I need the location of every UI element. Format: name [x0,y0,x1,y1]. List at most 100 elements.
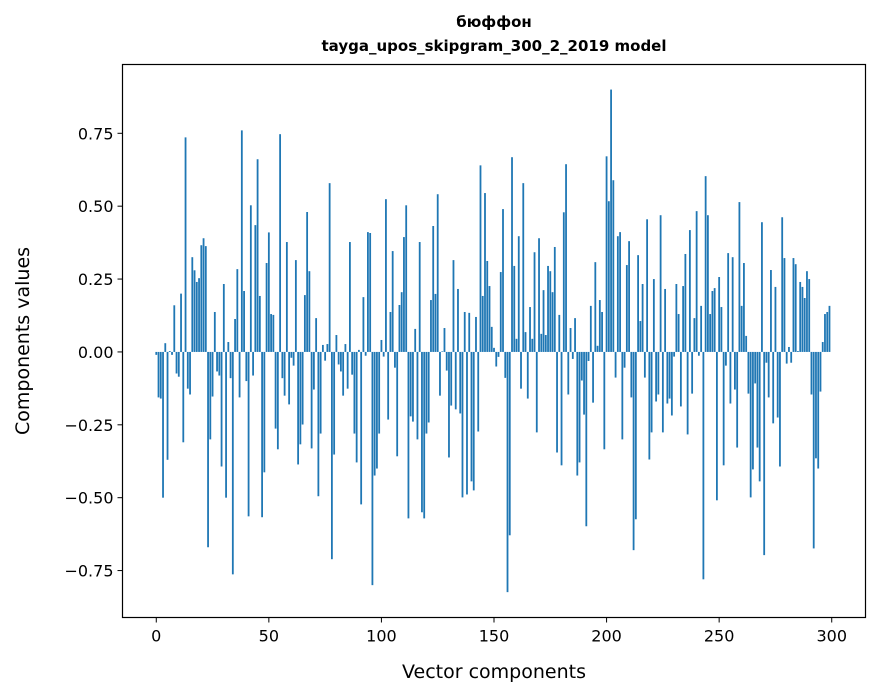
bar [195,281,198,352]
bar [459,351,462,414]
bar [290,351,293,358]
bar [493,347,495,352]
y-tick-label: 0.50 [78,197,114,216]
bar [803,298,806,352]
bar [720,307,723,352]
x-tick-label: 150 [479,627,510,646]
bar [713,288,716,352]
x-tick-label: 100 [366,627,397,646]
bar [533,252,536,352]
bar [472,351,475,491]
bar [159,351,162,399]
bar [484,193,486,352]
bar [468,312,471,352]
bar [639,321,642,352]
bar [477,351,480,432]
bar [272,314,275,352]
bar [736,351,739,448]
bar [369,232,372,352]
bar [815,351,817,459]
chart-title: бюффон [456,13,532,31]
bar [625,265,628,352]
bar [346,351,349,389]
bar [756,351,759,448]
bar [252,351,254,376]
bar [198,278,200,352]
bar [589,305,592,352]
bar [238,351,241,398]
bar [794,264,797,352]
bar [688,230,691,352]
bar [432,225,435,352]
bar [628,241,630,352]
x-axis-label: Vector components [402,661,586,683]
bar [254,225,257,352]
bar [711,291,714,352]
bar [236,269,239,352]
bar [299,351,302,445]
bar [693,318,696,352]
bar [522,183,525,352]
bar [781,217,784,352]
bar [443,328,446,352]
bar [409,351,412,417]
bar [211,351,214,397]
bar [758,351,761,482]
bar [538,238,540,352]
bar [247,351,250,517]
bar [414,328,417,352]
y-tick-label: 0.00 [78,343,114,362]
bar [436,194,439,352]
bar [695,211,698,352]
bar [312,351,315,390]
bar [634,351,637,520]
x-tick-label: 250 [704,627,735,646]
bar [513,265,516,352]
bar [790,351,793,363]
bar [643,351,646,378]
bar [180,293,182,352]
bar [279,134,282,352]
bar [292,351,295,366]
bar [204,246,207,352]
bar [389,311,392,352]
bar [767,351,770,398]
bar [774,286,777,352]
bar [632,351,635,551]
bar [186,351,189,389]
bar [191,257,194,352]
bar [342,351,345,396]
bar [547,265,549,352]
bar [531,338,534,352]
plot-frame [121,63,867,619]
bar [686,351,689,435]
bar [288,351,291,405]
bar [788,346,790,352]
y-tick-label: −0.50 [64,489,113,508]
bar [283,351,286,396]
bar [367,232,369,352]
bar [481,295,484,352]
bar [488,286,491,352]
bar [376,351,378,469]
bar [623,351,626,368]
bar [729,351,732,404]
bar [454,351,457,410]
bar [445,351,448,371]
bar [738,202,741,352]
bar [193,270,196,352]
bar [166,351,169,460]
bar [168,351,171,352]
bar [740,305,743,352]
bar [661,351,664,433]
bar [610,89,612,352]
bar [162,351,164,498]
bar [475,316,477,352]
bar [256,159,259,352]
bar [351,351,354,375]
bar [551,292,554,352]
bar [258,295,261,352]
bar [612,180,615,352]
bar [826,311,829,352]
bar [416,351,419,440]
